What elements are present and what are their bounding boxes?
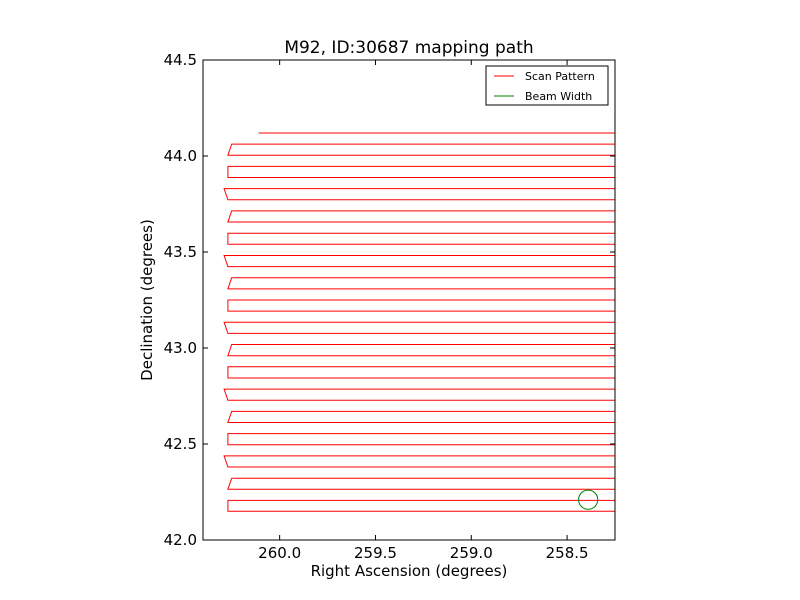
plot-frame	[202, 59, 616, 541]
legend-label-scan-pattern: Scan Pattern	[525, 70, 595, 83]
plot-data-layer	[223, 132, 615, 512]
y-tick-label: 43.5	[164, 243, 197, 261]
y-tick-label: 43.0	[164, 339, 197, 357]
y-axis-ticks: 42.0 42.5 43.0 43.5 44.0 44.5	[164, 51, 615, 549]
x-axis-label: Right Ascension (degrees)	[311, 562, 508, 580]
scan-pattern-line	[223, 132, 615, 512]
y-tick-label: 42.0	[164, 531, 197, 549]
y-tick-label: 44.0	[164, 147, 197, 165]
y-axis-label: Declination (degrees)	[138, 219, 156, 381]
x-tick-label: 260.0	[258, 544, 301, 562]
x-tick-label: 259.5	[354, 544, 397, 562]
legend-label-beam-width: Beam Width	[525, 90, 592, 103]
x-tick-label: 259.0	[450, 544, 493, 562]
y-tick-label: 42.5	[164, 435, 197, 453]
chart-title: M92, ID:30687 mapping path	[284, 38, 533, 58]
legend-box	[485, 65, 609, 106]
legend: Scan Pattern Beam Width	[485, 65, 609, 106]
x-tick-label: 258.5	[546, 544, 589, 562]
y-tick-label: 44.5	[164, 51, 197, 69]
x-axis-ticks: 260.0 259.5 259.0 258.5	[258, 60, 589, 562]
beam-width-circle	[578, 489, 599, 510]
